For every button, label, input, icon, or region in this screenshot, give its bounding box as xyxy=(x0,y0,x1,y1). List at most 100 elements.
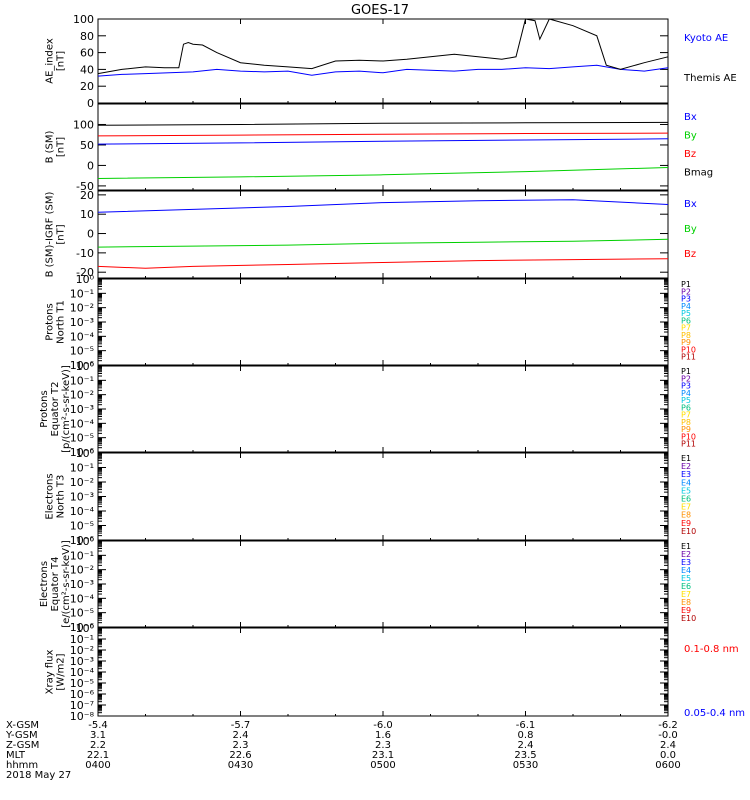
legend-entry: P3 xyxy=(681,382,691,391)
y-tick-label: 10⁻⁵ xyxy=(70,607,94,620)
y-tick-label: 10⁻⁴ xyxy=(70,592,95,605)
ephemeris-value: -6.2 xyxy=(658,720,678,731)
y-axis-label: [nT] xyxy=(56,51,67,71)
y-tick-label: 10⁻¹ xyxy=(70,374,94,387)
ephemeris-row-label: Z-GSM xyxy=(6,740,39,751)
ephemeris-value: 2.4 xyxy=(660,740,676,751)
y-tick-label: 10⁻⁴ xyxy=(70,505,95,518)
ephemeris-value: 1.6 xyxy=(375,730,391,741)
ephemeris-value: 0600 xyxy=(655,760,680,771)
ephemeris-value: 22.6 xyxy=(229,750,251,761)
legend-entry: E6 xyxy=(681,582,691,591)
y-tick-label: 10⁻⁵ xyxy=(70,345,94,358)
series-line-by xyxy=(97,167,669,179)
y-tick-label: 10⁻¹ xyxy=(70,633,94,646)
y-tick-label: 10⁻³ xyxy=(70,578,94,591)
y-tick-label: 10⁻³ xyxy=(70,655,94,668)
legend-entry: P11 xyxy=(681,353,696,362)
ephemeris-row-label: Y-GSM xyxy=(5,730,38,741)
y-axis-label: North T3 xyxy=(56,475,67,519)
legend-entry: 0.05-0.4 nm xyxy=(684,708,745,719)
y-tick-label: 10⁻³ xyxy=(70,491,94,504)
legend-entry: P5 xyxy=(681,309,691,318)
legend-entry: P4 xyxy=(681,389,691,398)
panel-8: 10⁰10⁻¹10⁻²10⁻³10⁻⁴10⁻⁵10⁻⁶10⁻⁷10⁻⁸Xray … xyxy=(45,622,746,723)
ephemeris-value: 0430 xyxy=(228,760,253,771)
ephemeris-value: 0530 xyxy=(513,760,538,771)
y-axis-label: Equator T2 xyxy=(50,382,61,437)
y-tick-label: 10⁰ xyxy=(76,535,95,548)
y-tick-label: 10⁻² xyxy=(70,302,94,315)
legend-entry: P2 xyxy=(681,374,691,383)
legend-entry: E2 xyxy=(681,550,691,559)
y-tick-label: 10⁻⁵ xyxy=(70,432,94,445)
y-tick-label: 10⁻⁴ xyxy=(70,666,95,679)
panel-2: -50 0 50 100 B (SM) [nT] Bx By Bz Bmag xyxy=(45,103,713,193)
y-tick-label: 50 xyxy=(80,139,94,152)
ephemeris-value: -6.0 xyxy=(373,720,393,731)
ephemeris-value: 0.8 xyxy=(518,730,534,741)
y-tick-label: 10⁻⁶ xyxy=(70,359,95,372)
ephemeris-value: 2.3 xyxy=(375,740,391,751)
y-axis-label: Xray flux xyxy=(45,650,56,695)
legend-entry: P7 xyxy=(681,411,691,420)
y-tick-label: 10⁻⁵ xyxy=(70,520,94,533)
legend-entry: P6 xyxy=(681,403,691,412)
y-tick-label: 10⁻¹ xyxy=(70,287,94,300)
panel-frame xyxy=(97,190,669,279)
panel-frame xyxy=(97,278,669,366)
legend-entry: E3 xyxy=(681,470,691,479)
legend-entry: Bx xyxy=(684,199,697,210)
legend-entry: E10 xyxy=(681,614,696,623)
y-tick-label: 10⁻⁷ xyxy=(70,699,94,712)
legend-entry: P9 xyxy=(681,338,691,347)
legend-entry: P8 xyxy=(681,331,691,340)
x-axis-ephemeris: X-GSM -5.4 -5.7 -6.0 -6.1 -6.2 Y-GSM 3.1 2.4 1.6 0… xyxy=(5,720,681,781)
legend-entry: E4 xyxy=(681,566,691,575)
y-tick-label: 40 xyxy=(80,63,94,76)
y-tick-label: 10⁻² xyxy=(70,564,94,577)
ephemeris-value: 2.4 xyxy=(518,740,534,751)
legend-entry: E8 xyxy=(681,598,691,607)
ephemeris-value: -5.7 xyxy=(231,720,251,731)
ephemeris-row-label: MLT xyxy=(6,750,26,761)
ephemeris-value: 3.1 xyxy=(90,730,106,741)
y-axis-label: [W/m2] xyxy=(56,653,67,690)
legend-entry: P2 xyxy=(681,287,691,296)
y-tick-label: 10⁻³ xyxy=(70,316,94,329)
y-tick-label: 0 xyxy=(87,97,94,110)
legend-entry: E7 xyxy=(681,503,691,512)
legend-entry: P10 xyxy=(681,345,696,354)
legend-entry: E4 xyxy=(681,478,691,487)
y-axis-label: Electrons xyxy=(39,561,50,607)
y-tick-label: 10⁰ xyxy=(76,622,95,635)
y-tick-label: -50 xyxy=(76,180,94,193)
legend-entry: P11 xyxy=(681,440,696,449)
legend-entry: P1 xyxy=(681,367,691,376)
y-axis-label: B (SM) xyxy=(45,130,56,163)
y-tick-label: 10⁻⁸ xyxy=(70,710,95,723)
ephemeris-value: 23.1 xyxy=(372,750,394,761)
legend-entry: P10 xyxy=(681,432,696,441)
panel-frame xyxy=(97,365,669,453)
y-tick-label: 100 xyxy=(73,13,94,26)
y-axis-label: Protons xyxy=(45,303,56,340)
legend-entry: E9 xyxy=(681,606,691,615)
series-line-themis-ae xyxy=(97,18,669,75)
y-tick-label: -20 xyxy=(76,266,94,279)
y-axis-label: Protons xyxy=(39,390,50,427)
legend-entry: E3 xyxy=(681,558,691,567)
legend-entry: E10 xyxy=(681,527,696,536)
y-tick-label: 10⁻⁶ xyxy=(70,688,95,701)
legend-entry: By xyxy=(684,131,697,142)
y-tick-label: -10 xyxy=(76,247,94,260)
series-line-bmag xyxy=(97,121,669,126)
legend-entry: E1 xyxy=(681,454,691,463)
ephemeris-value: 2.4 xyxy=(233,730,249,741)
ephemeris-value: 23.5 xyxy=(514,750,536,761)
y-tick-label: 10⁻⁴ xyxy=(70,417,95,430)
